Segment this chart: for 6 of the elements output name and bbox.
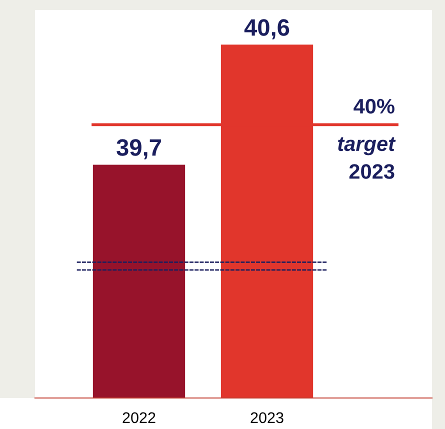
data-label: 39,7 <box>116 139 161 160</box>
data-label: 40,6 <box>244 19 290 40</box>
ref-line-label: 40% <box>354 98 394 114</box>
annotation: target <box>338 137 396 156</box>
x-tick-label: 2022 <box>122 412 156 424</box>
annotation: 2023 <box>349 164 394 179</box>
